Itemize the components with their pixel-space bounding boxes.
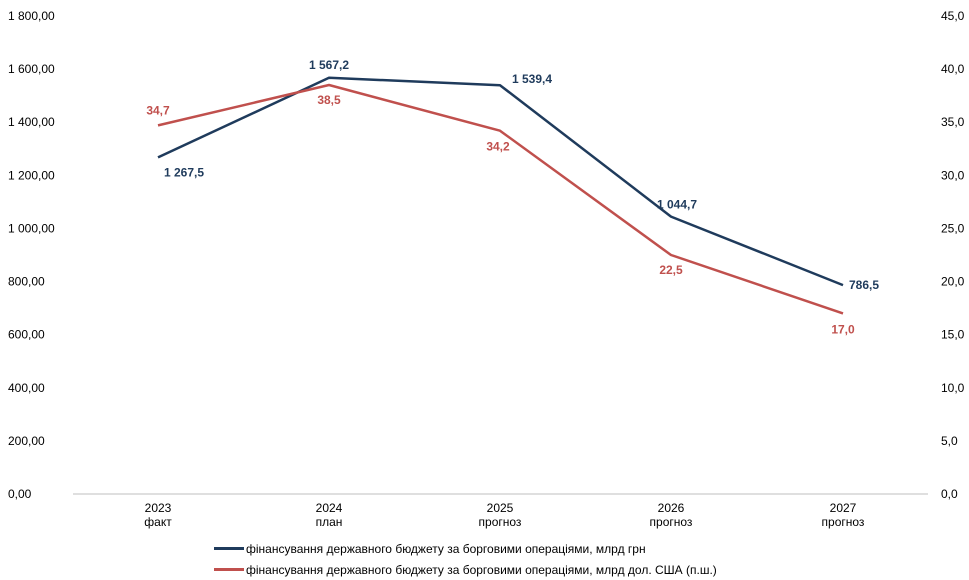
left-tick-label: 800,00 <box>8 275 45 289</box>
right-tick-label: 10,0 <box>941 381 965 395</box>
category-label: 2026 прогноз <box>650 501 693 529</box>
left-tick-label: 0,00 <box>8 487 32 501</box>
right-tick-label: 15,0 <box>941 328 965 342</box>
left-tick-label: 1 800,00 <box>8 9 55 23</box>
right-tick-label: 0,0 <box>941 487 958 501</box>
legend-item-uah: фінансування державного бюджету за борго… <box>214 538 717 559</box>
category-label: 2025 прогноз <box>479 501 522 529</box>
data-label: 786,5 <box>849 278 879 292</box>
data-label: 38,5 <box>317 93 341 107</box>
legend: фінансування державного бюджету за борго… <box>214 538 717 580</box>
left-tick-label: 400,00 <box>8 381 45 395</box>
series-line-uah <box>157 76 844 287</box>
legend-label-uah: фінансування державного бюджету за борго… <box>246 541 646 556</box>
legend-item-usd: фінансування державного бюджету за борго… <box>214 559 717 580</box>
legend-line-uah <box>214 547 244 550</box>
data-label: 17,0 <box>831 322 855 336</box>
left-tick-label: 1 200,00 <box>8 168 55 182</box>
data-label: 1 567,2 <box>309 58 349 72</box>
right-tick-label: 35,0 <box>941 115 965 129</box>
right-axis-ticks: 0,0 5,0 10,0 15,0 20,0 25,0 30,0 35,0 40,0 45,0 <box>941 9 965 501</box>
right-tick-label: 25,0 <box>941 221 965 235</box>
left-tick-label: 1 000,00 <box>8 221 55 235</box>
left-tick-label: 200,00 <box>8 434 45 448</box>
right-tick-label: 30,0 <box>941 168 965 182</box>
series-line-usd <box>157 83 844 315</box>
data-label: 34,7 <box>146 103 170 117</box>
category-label: 2024 план <box>316 501 343 529</box>
category-labels: 2023 факт 2024 план 2025 прогноз 2026 прогноз 20… <box>144 501 865 529</box>
data-label: 1 267,5 <box>164 165 204 179</box>
right-tick-label: 45,0 <box>941 9 965 23</box>
legend-label-usd: фінансування державного бюджету за борго… <box>246 562 717 577</box>
right-tick-label: 5,0 <box>941 434 958 448</box>
data-label: 22,5 <box>659 263 683 277</box>
right-tick-label: 20,0 <box>941 275 965 289</box>
legend-line-usd <box>214 568 244 571</box>
data-label: 34,2 <box>486 140 510 154</box>
left-tick-label: 600,00 <box>8 328 45 342</box>
left-axis-ticks: 0,00 200,00 400,00 600,00 800,00 1 000,00 1 20… <box>8 9 55 501</box>
data-label: 1 539,4 <box>512 72 552 86</box>
data-labels: 1 267,5 1 567,2 1 539,4 1 044,7 786,5 34,7 38,… <box>146 58 879 337</box>
category-label: 2023 факт <box>144 501 172 529</box>
left-tick-label: 1 400,00 <box>8 115 55 129</box>
right-tick-label: 40,0 <box>941 62 965 76</box>
left-tick-label: 1 600,00 <box>8 62 55 76</box>
line-chart: 0,00 200,00 400,00 600,00 800,00 1 000,00 1 20… <box>8 9 965 529</box>
data-label: 1 044,7 <box>657 198 697 212</box>
category-label: 2027 прогноз <box>822 501 865 529</box>
series-lines <box>157 76 844 315</box>
